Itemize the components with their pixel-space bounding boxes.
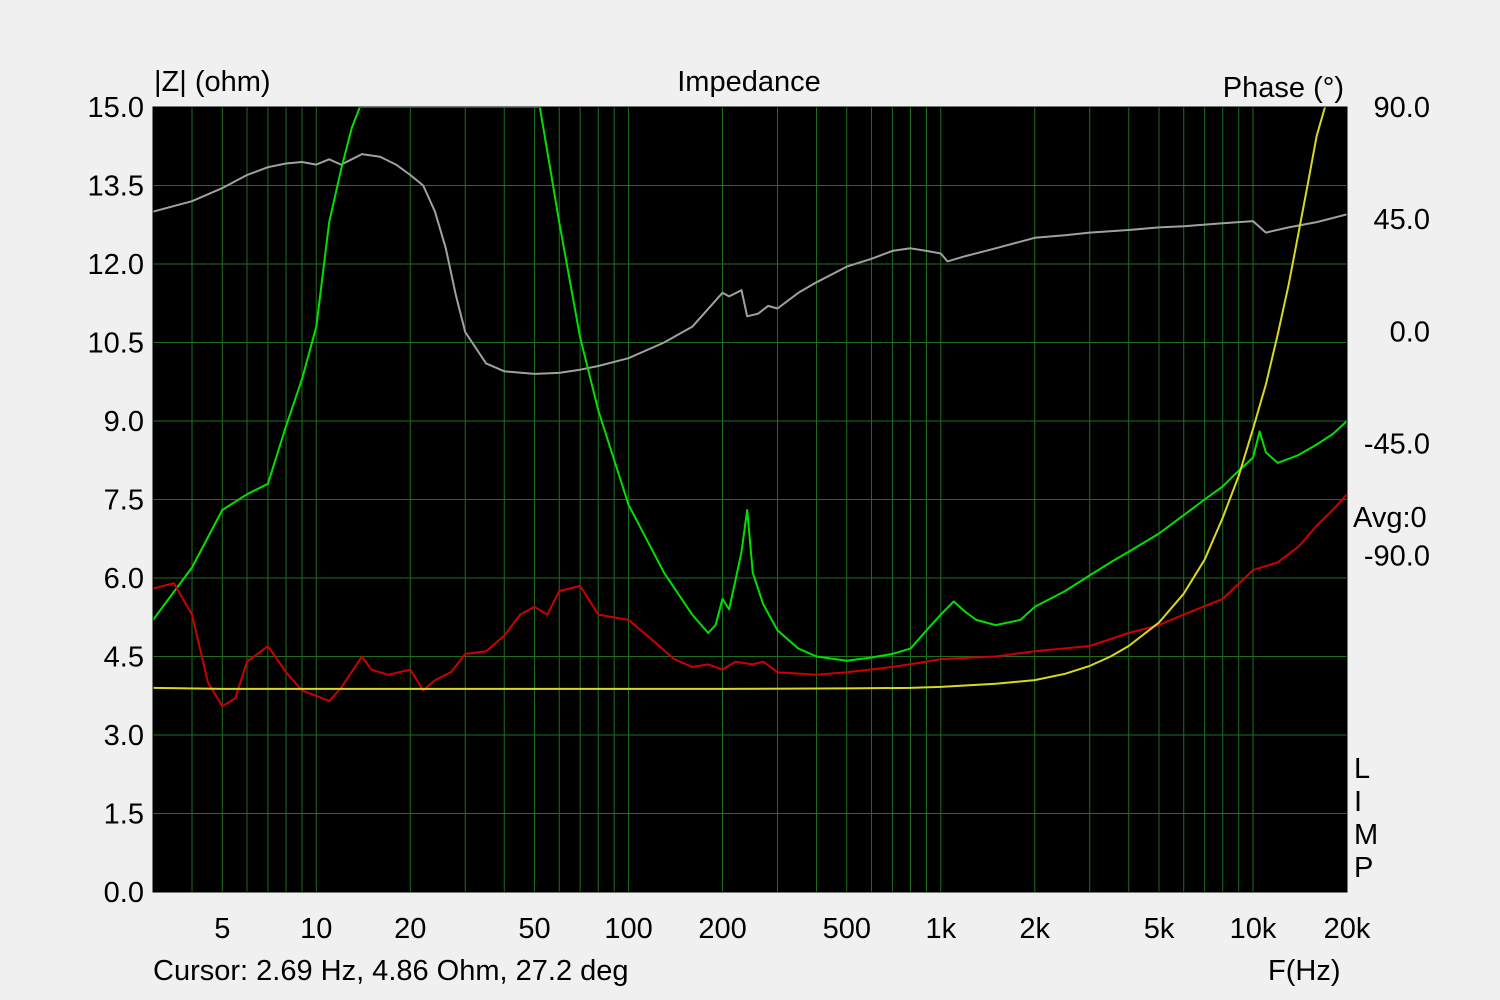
- x-tick-label: 1k: [925, 913, 956, 945]
- limp-letter: M: [1354, 819, 1378, 851]
- y-tick-label-left: 6.0: [104, 563, 144, 595]
- y-ticks-left: 15.0 13.5 12.0 10.5 9.0 7.5 6.0 4.5 3.0 1.5 0.0: [88, 92, 144, 909]
- x-tick-label: 20k: [1324, 913, 1371, 945]
- y-tick-label-left: 1.5: [104, 799, 144, 831]
- avg-label: Avg:0: [1353, 502, 1427, 534]
- limp-letter: L: [1354, 753, 1370, 785]
- y-tick-label-right: -90.0: [1364, 541, 1430, 573]
- series-line-2: [153, 107, 1347, 662]
- y-tick-label-left: 9.0: [104, 406, 144, 438]
- y-tick-label-right: -45.0: [1364, 428, 1430, 460]
- cursor-readout: Cursor: 2.69 Hz, 4.86 Ohm, 27.2 deg: [153, 955, 629, 987]
- y-tick-label-left: 3.0: [104, 720, 144, 752]
- grid: [153, 107, 1347, 892]
- y-tick-label-left: 15.0: [88, 92, 144, 124]
- x-tick-label: 100: [604, 913, 652, 945]
- x-tick-label: 50: [518, 913, 550, 945]
- series-line-3: [153, 493, 1347, 708]
- x-tick-label: 20: [394, 913, 426, 945]
- y-tick-label-left: 12.0: [88, 249, 144, 281]
- y-ticks-right: 90.0 45.0 0.0 -45.0 -90.0: [1364, 92, 1430, 573]
- x-tick-label: 10: [300, 913, 332, 945]
- y-tick-label-left: 4.5: [104, 642, 144, 674]
- y-axis-left-label: |Z| (ohm): [154, 66, 271, 98]
- series-group: [153, 107, 1347, 708]
- chart-title: Impedance: [677, 66, 821, 98]
- y-tick-label-left: 10.5: [88, 328, 144, 360]
- y-tick-label-right: 0.0: [1390, 316, 1430, 348]
- x-tick-label: 5k: [1144, 913, 1175, 945]
- x-tick-label: 10k: [1230, 913, 1277, 945]
- x-tick-label: 2k: [1019, 913, 1050, 945]
- x-tick-label: 5: [214, 913, 230, 945]
- x-tick-label: 500: [823, 913, 871, 945]
- limp-letter: I: [1354, 786, 1362, 818]
- series-line-1: [153, 153, 1347, 375]
- x-axis-label: F(Hz): [1268, 955, 1341, 987]
- y-tick-label-left: 0.0: [104, 877, 144, 909]
- y-axis-right-label: Phase (°): [1223, 72, 1344, 104]
- x-ticks: 5 10 20 50 100 200 500 1k 2k 5k 10k 20k: [214, 913, 1371, 945]
- limp-letter: P: [1354, 852, 1373, 884]
- y-tick-label-right: 45.0: [1374, 204, 1430, 236]
- y-tick-label-left: 13.5: [88, 171, 144, 203]
- y-tick-label-right: 90.0: [1374, 92, 1430, 124]
- y-tick-label-left: 7.5: [104, 485, 144, 517]
- plot-border: [152, 106, 1348, 893]
- series-line-4: [153, 107, 1326, 690]
- x-tick-label: 200: [698, 913, 746, 945]
